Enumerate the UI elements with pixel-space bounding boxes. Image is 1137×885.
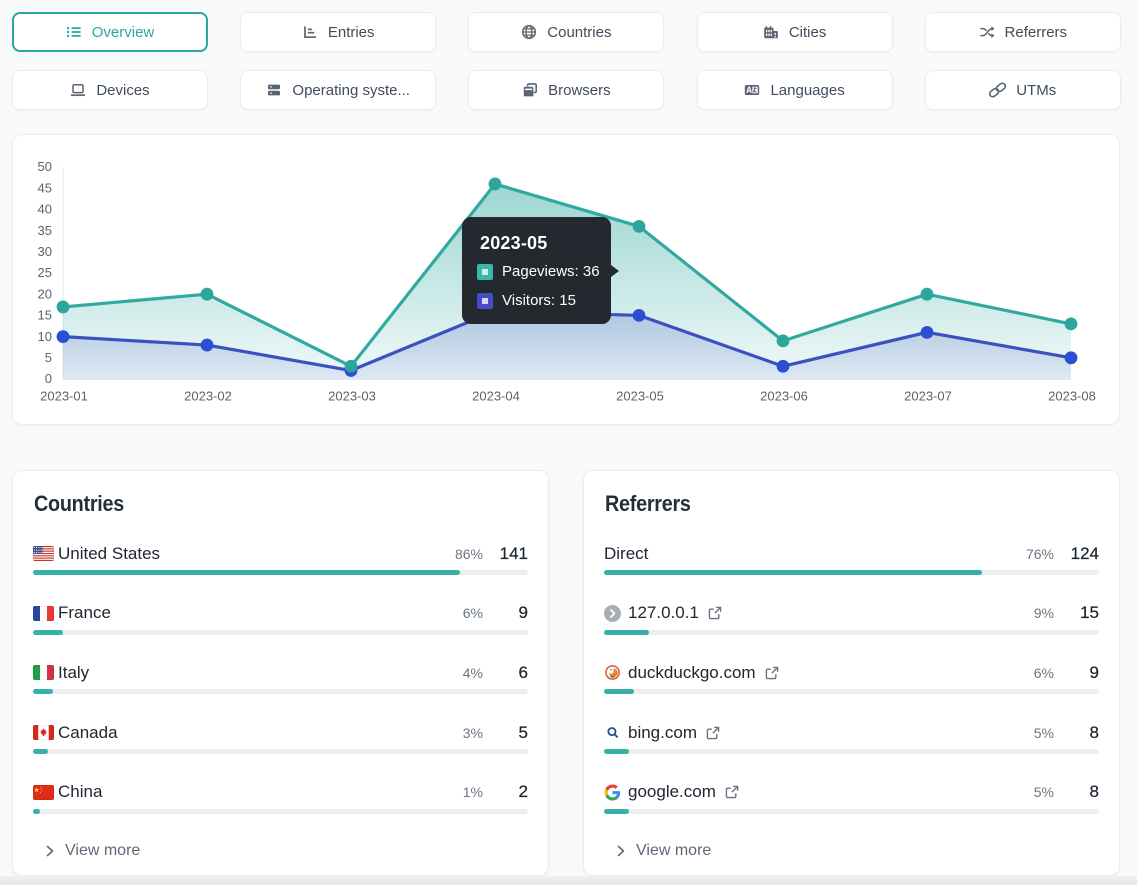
svg-text:2023-07: 2023-07 [904, 389, 952, 404]
svg-text:50: 50 [38, 159, 52, 174]
svg-text:0: 0 [45, 371, 52, 386]
svg-text:2023-02: 2023-02 [184, 389, 232, 404]
svg-text:2023-01: 2023-01 [40, 389, 88, 404]
svg-text:25: 25 [38, 265, 52, 280]
svg-text:2023-03: 2023-03 [328, 389, 376, 404]
svg-text:5: 5 [45, 350, 52, 365]
svg-text:30: 30 [38, 244, 52, 259]
svg-text:2023-06: 2023-06 [760, 389, 808, 404]
svg-text:20: 20 [38, 286, 52, 301]
svg-text:45: 45 [38, 180, 52, 195]
svg-text:2023-04: 2023-04 [472, 389, 520, 404]
svg-text:35: 35 [38, 223, 52, 238]
svg-text:40: 40 [38, 202, 52, 217]
svg-text:10: 10 [38, 329, 52, 344]
svg-text:2023-05: 2023-05 [616, 389, 664, 404]
svg-text:15: 15 [38, 308, 52, 323]
svg-text:2023-08: 2023-08 [1048, 389, 1096, 404]
